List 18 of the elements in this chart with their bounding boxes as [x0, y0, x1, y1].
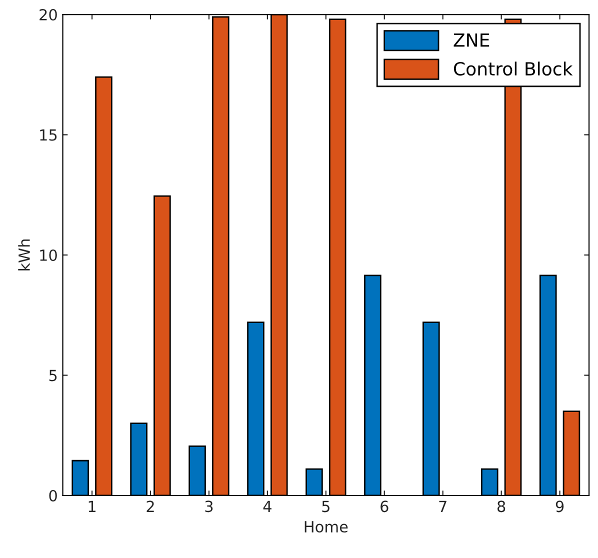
legend-label: Control Block [454, 62, 573, 76]
y-tick-label: 15 [40, 129, 57, 141]
x-tick-label: 4 [263, 500, 272, 512]
x-tick-label: 5 [322, 500, 330, 512]
x-tick-label: 9 [556, 500, 564, 512]
y-tick-label: 20 [40, 8, 57, 21]
y-tick-label: 5 [49, 370, 57, 382]
y-axis-title: kWh [18, 239, 30, 270]
x-tick-label: 1 [88, 500, 96, 512]
x-tick-label: 3 [205, 500, 213, 512]
y-tick-label: 0 [49, 490, 57, 502]
x-axis-title: Home [304, 521, 348, 533]
y-tick-label: 10 [40, 249, 57, 262]
x-tick-label: 2 [146, 500, 154, 512]
x-tick-label: 6 [380, 500, 388, 512]
x-tick-label: 7 [439, 500, 446, 512]
legend-label: ZNE [454, 33, 490, 47]
x-tick-label: 8 [498, 500, 506, 512]
